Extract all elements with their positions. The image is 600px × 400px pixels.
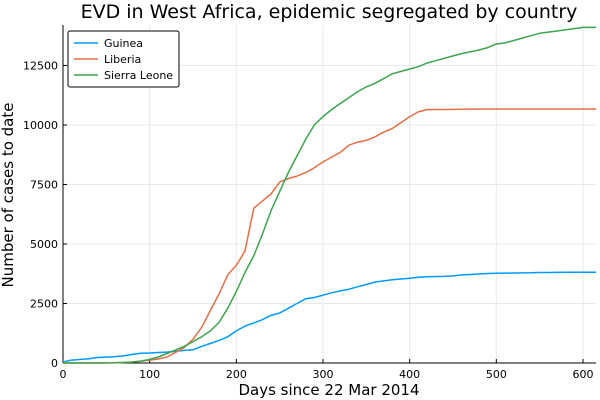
legend-label-liberia: Liberia [104, 53, 141, 66]
x-tick-label: 200 [226, 368, 247, 381]
grid [62, 25, 596, 364]
y-tick-label: 7500 [30, 178, 58, 191]
y-tick-label: 5000 [30, 238, 58, 251]
series-line-liberia [63, 108, 596, 364]
legend-box [67, 30, 180, 88]
y-tick-label: 12500 [23, 59, 58, 72]
y-tick-label: 0 [51, 357, 58, 370]
series-line-guinea [62, 271, 596, 363]
legend-label-guinea: Guinea [104, 37, 143, 50]
x-tick-label: 600 [573, 368, 594, 381]
legend-label-sierra-leone: Sierra Leone [104, 69, 173, 82]
legend: Guinea Liberia Sierra Leone [67, 30, 180, 88]
series-lines [62, 26, 596, 364]
axes: 0 100 200 300 400 500 600 0 2500 5000 7500 10000 125… [23, 25, 596, 381]
x-tick-label: 300 [313, 368, 334, 381]
x-tick-label: 0 [60, 368, 67, 381]
x-axis-title: Days since 22 Mar 2014 [238, 381, 419, 399]
y-tick-label: 2500 [30, 297, 58, 310]
x-tick-label: 500 [486, 368, 507, 381]
y-axis-title: Number of cases to date [0, 103, 17, 288]
chart-title: EVD in West Africa, epidemic segregated … [81, 1, 578, 23]
y-tick-label: 10000 [23, 119, 58, 132]
x-tick-label: 400 [399, 368, 420, 381]
series-line-sierra-leone [63, 26, 596, 364]
x-tick-label: 100 [139, 368, 160, 381]
